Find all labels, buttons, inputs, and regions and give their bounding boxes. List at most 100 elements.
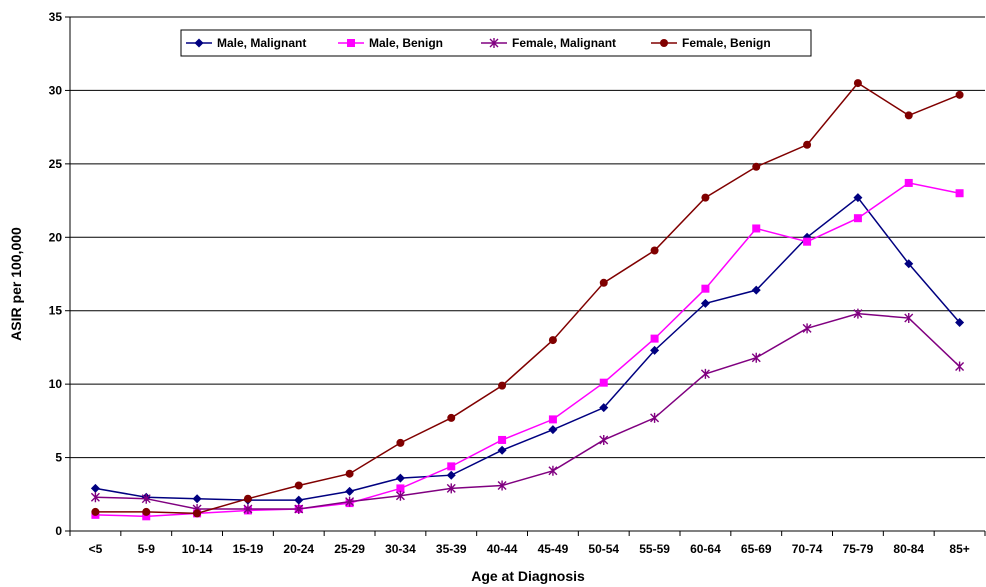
legend-marker: [347, 39, 355, 47]
data-point: [294, 503, 304, 514]
x-tick-label: 60-64: [690, 542, 721, 556]
x-tick-label: 80-84: [893, 542, 924, 556]
y-tick-label: 10: [49, 377, 63, 391]
data-point: [650, 412, 660, 423]
x-tick-label: 50-54: [588, 542, 619, 556]
data-point: [853, 79, 862, 88]
y-tick-label: 25: [49, 157, 63, 171]
data-point: [396, 438, 405, 447]
series-female-malignant: [90, 308, 965, 514]
data-point: [192, 494, 202, 504]
data-point: [497, 445, 507, 455]
data-point: [904, 111, 913, 120]
x-tick-label: 20-24: [283, 542, 314, 556]
data-point: [751, 285, 761, 295]
data-point: [548, 425, 558, 435]
series-line: [95, 82, 960, 515]
data-point: [91, 507, 100, 516]
data-point: [446, 483, 456, 494]
series-male-benign: [91, 178, 964, 521]
data-point: [446, 470, 456, 480]
y-tick-label: 5: [55, 451, 62, 465]
data-point: [345, 496, 355, 507]
data-point: [599, 403, 609, 413]
x-tick-label: 35-39: [436, 542, 467, 556]
legend-marker: [489, 38, 499, 48]
x-tick-label: 10-14: [182, 542, 213, 556]
data-point: [345, 486, 355, 496]
y-tick-label: 0: [55, 524, 62, 538]
data-point: [853, 193, 863, 203]
data-point: [498, 381, 507, 390]
series-line: [95, 312, 961, 510]
data-point: [904, 178, 913, 187]
x-tick-label: 55-59: [639, 542, 670, 556]
legend-label: Male, Malignant: [217, 36, 306, 50]
x-axis-title: Age at Diagnosis: [471, 568, 585, 584]
legend-item: Male, Benign: [338, 36, 443, 50]
legend-label: Female, Benign: [682, 36, 771, 50]
data-point: [599, 434, 609, 445]
data-point: [294, 481, 303, 490]
legend-marker: [194, 38, 204, 48]
data-point: [395, 490, 405, 501]
data-point: [345, 469, 354, 478]
data-point: [650, 345, 660, 355]
x-tick-label: 25-29: [334, 542, 365, 556]
data-point: [752, 224, 761, 233]
data-point: [599, 278, 608, 287]
data-point: [90, 483, 100, 493]
legend-label: Male, Benign: [369, 36, 443, 50]
x-tick-label: 5-9: [138, 542, 156, 556]
data-point: [853, 214, 862, 223]
data-point: [853, 308, 863, 319]
data-point: [751, 352, 761, 363]
data-point: [955, 90, 964, 99]
data-point: [447, 413, 456, 422]
axes: [65, 16, 986, 536]
data-point: [955, 361, 965, 372]
x-tick-label: 15-19: [233, 542, 264, 556]
data-point: [701, 284, 710, 293]
y-tick-label: 35: [49, 10, 63, 24]
data-point: [803, 237, 812, 246]
legend-label: Female, Malignant: [512, 36, 616, 50]
data-point: [396, 484, 405, 493]
x-tick-label: 75-79: [843, 542, 874, 556]
data-point: [497, 480, 507, 491]
x-tick-label: 65-69: [741, 542, 772, 556]
data-point: [955, 189, 964, 198]
data-point: [599, 378, 608, 387]
data-point: [142, 512, 151, 521]
data-point: [701, 193, 710, 202]
data-point: [294, 495, 304, 505]
data-point: [700, 298, 710, 308]
data-point: [548, 415, 557, 424]
data-point: [548, 465, 558, 476]
series-female-benign: [91, 79, 964, 518]
data-point: [955, 317, 965, 327]
legend-marker: [660, 39, 668, 47]
grid-lines: [70, 16, 985, 459]
data-point: [700, 368, 710, 379]
legend-item: Male, Malignant: [186, 36, 306, 50]
data-point: [803, 140, 812, 149]
data-point: [243, 494, 252, 503]
series-line: [95, 196, 961, 501]
data-point: [650, 246, 659, 255]
data-point: [141, 493, 151, 504]
data-point: [752, 162, 761, 171]
y-tick-label: 15: [49, 304, 63, 318]
y-tick-label: 30: [49, 83, 63, 97]
x-tick-label: 70-74: [792, 542, 823, 556]
series-line: [95, 182, 960, 518]
series-lines: [90, 79, 965, 521]
data-point: [243, 503, 253, 514]
data-point: [548, 336, 557, 345]
legend: Male, Malignant Male, Benign Female, Malig…: [180, 29, 812, 57]
y-tick-label: 20: [49, 230, 63, 244]
data-point: [650, 334, 659, 343]
x-tick-label: <5: [89, 542, 103, 556]
x-tick-label: 40-44: [487, 542, 518, 556]
